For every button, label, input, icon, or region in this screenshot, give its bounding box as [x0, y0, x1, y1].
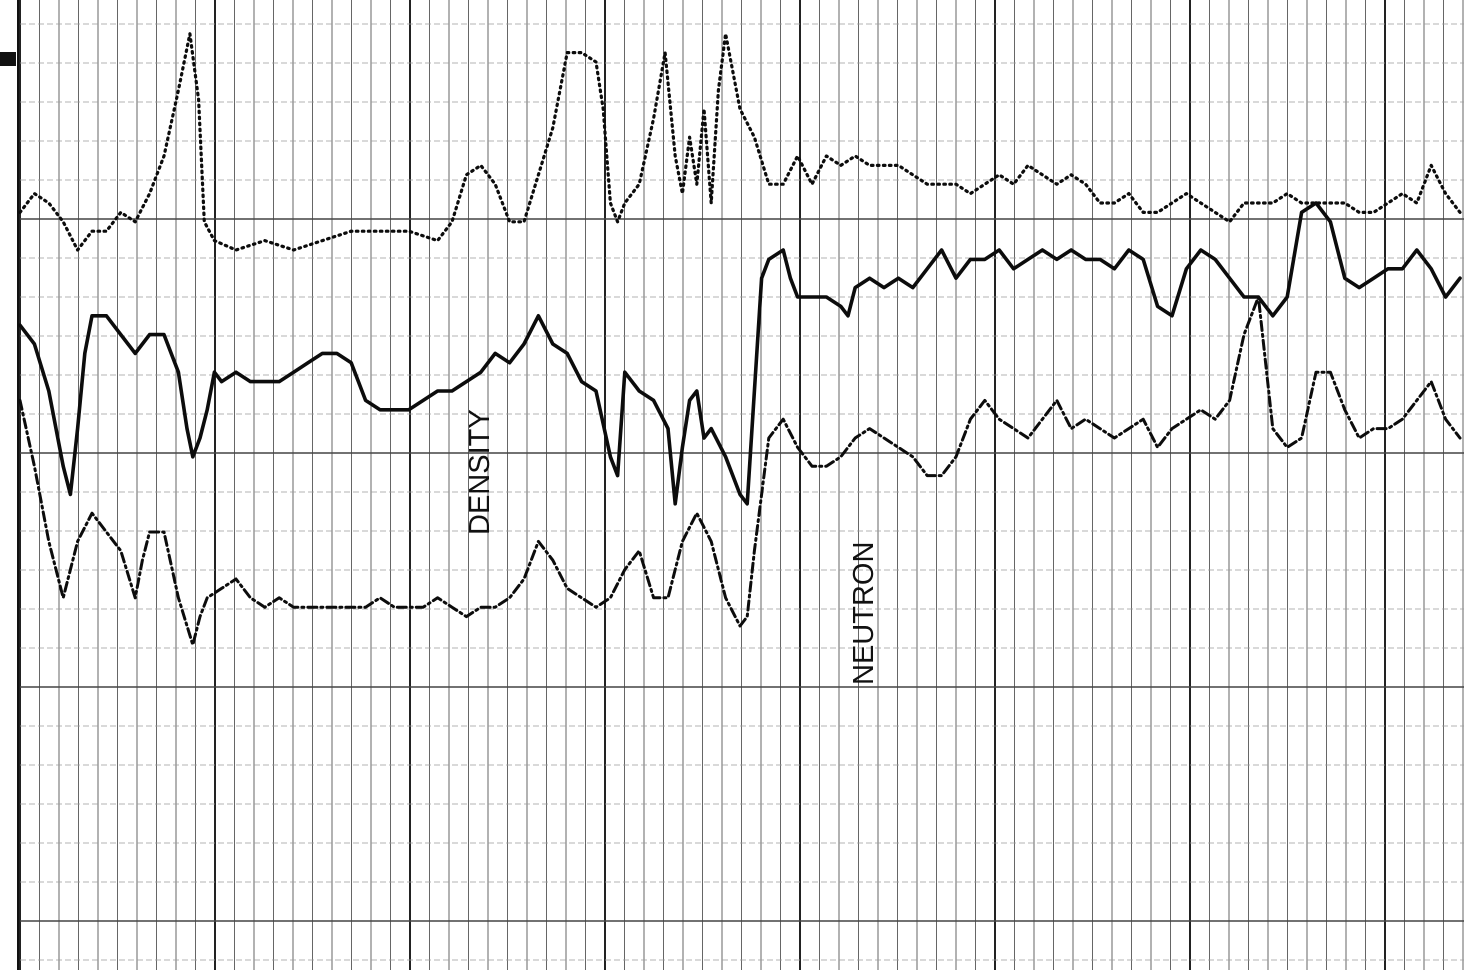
- curves: [18, 32, 1462, 647]
- edge-mark: [0, 52, 16, 66]
- grid: [17, 0, 1464, 970]
- series-line-solid-1: [18, 201, 1462, 506]
- neutron-label: NEUTRON: [848, 541, 880, 685]
- series-line-dashed-2: [18, 295, 1462, 647]
- density-label: DENSITY: [464, 409, 496, 535]
- series-line-dotted-0: [18, 32, 1462, 252]
